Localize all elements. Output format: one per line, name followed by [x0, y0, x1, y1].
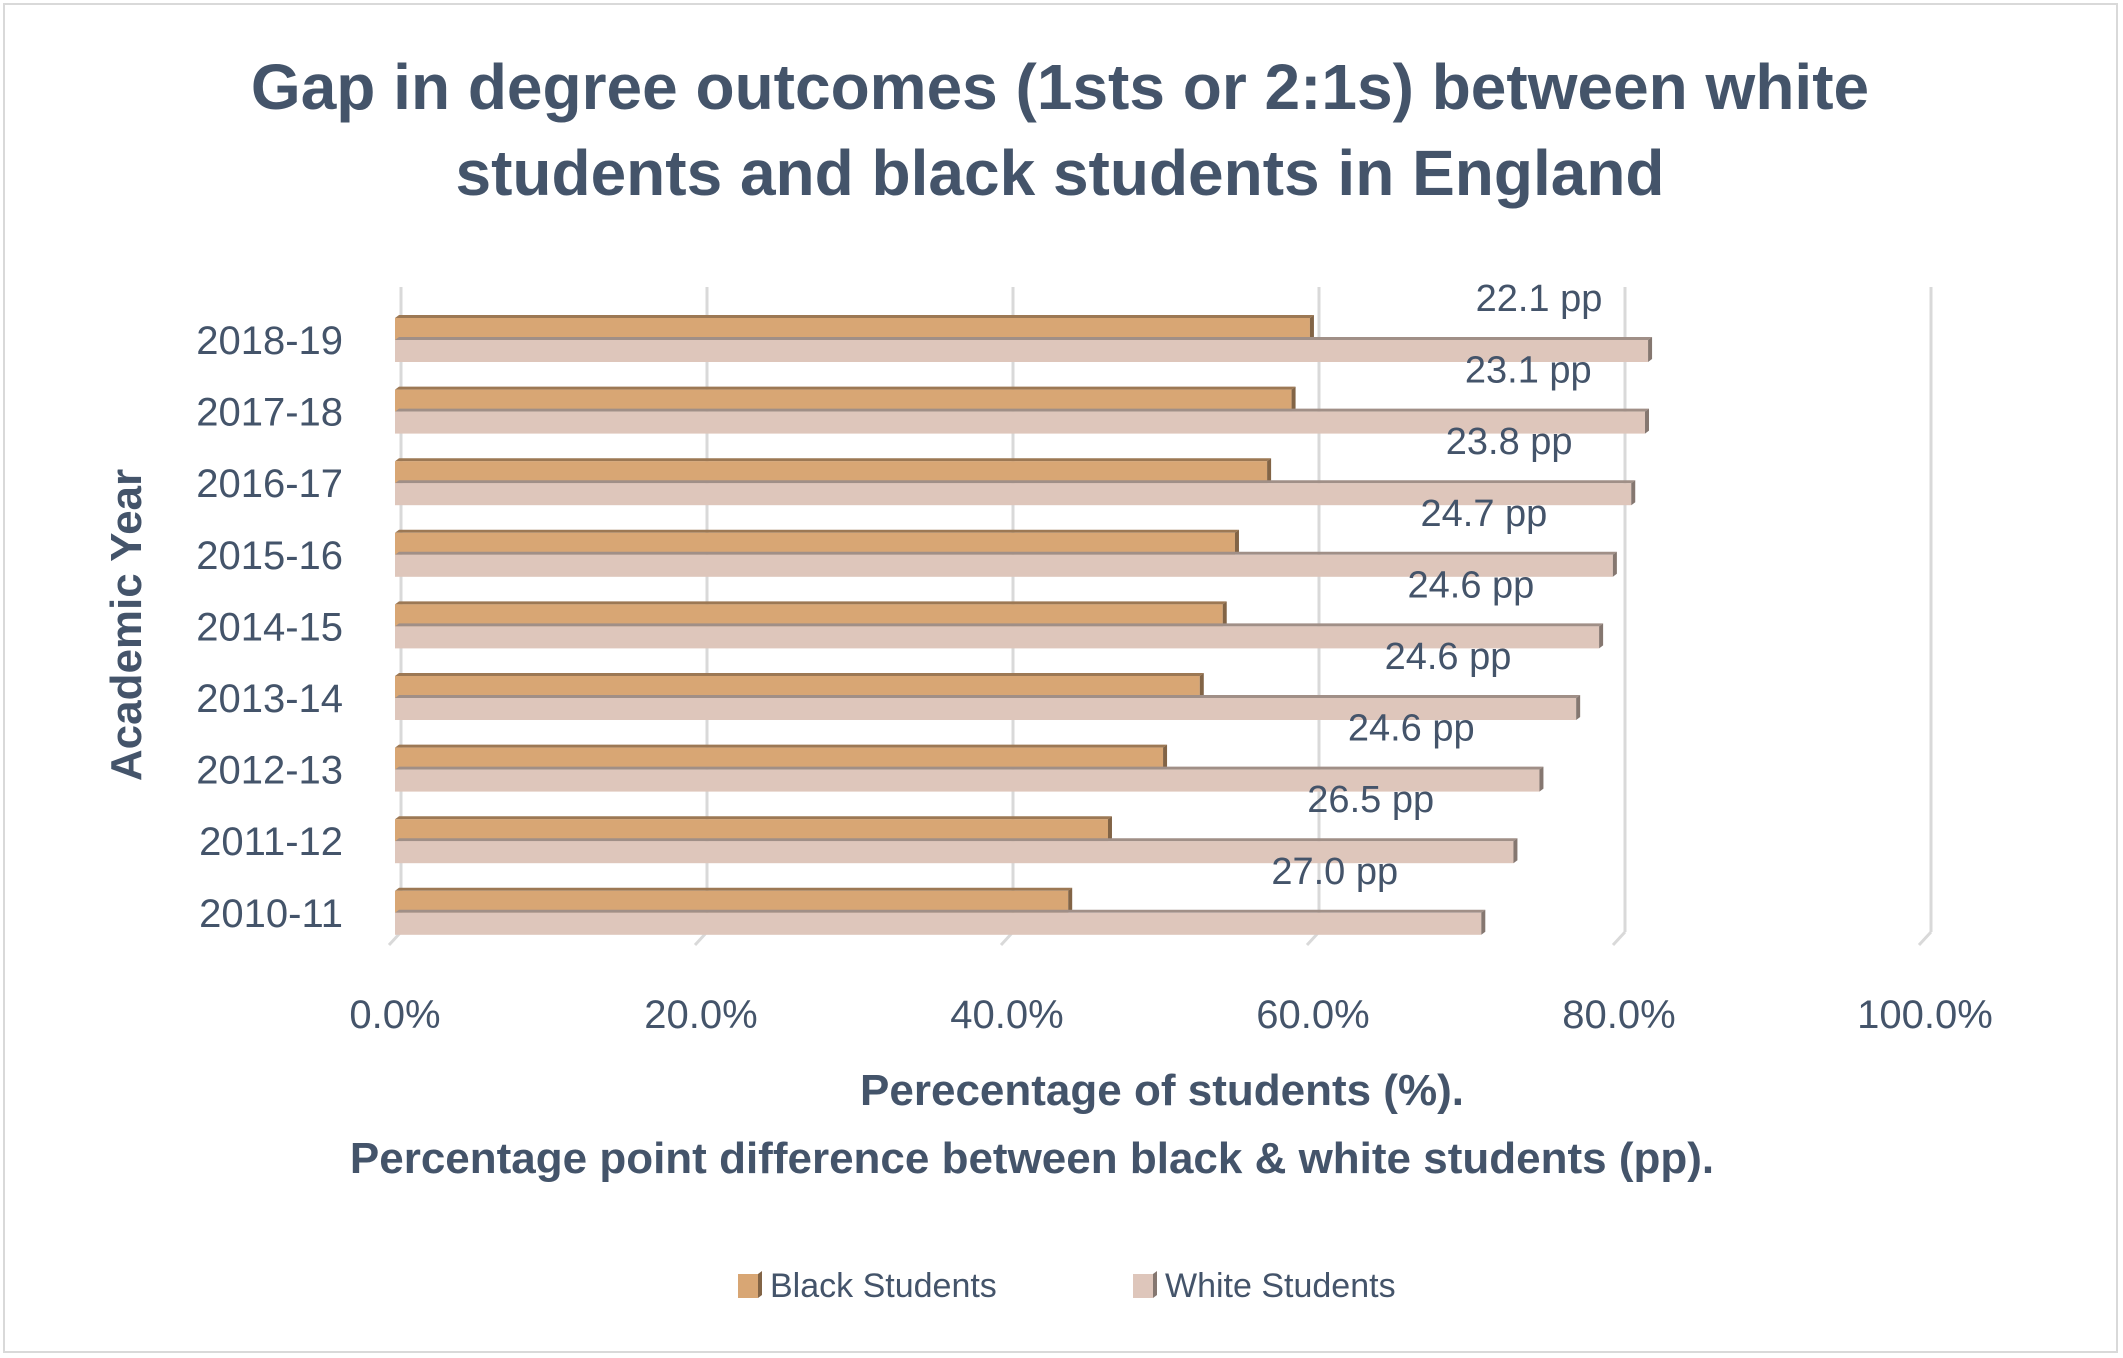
bar-series — [395, 315, 1653, 935]
bar-white-students — [395, 408, 1650, 434]
x-tick-label: 100.0% — [1857, 993, 1993, 1037]
gridline-foot — [1611, 930, 1627, 947]
y-tick-labels: 2018-19 2017-18 2016-17 2015-16 2014-15 2013-… — [196, 319, 343, 936]
y-tick-label: 2014-15 — [196, 605, 343, 649]
bar-white-students — [395, 551, 1617, 577]
bar-white-students — [395, 909, 1486, 935]
bar-white-students — [395, 838, 1518, 864]
gap-data-label: 24.7 pp — [1421, 493, 1548, 535]
legend-label: Black Students — [770, 1267, 997, 1305]
legend: Black Students White Students — [738, 1267, 1396, 1305]
bar-black-students — [395, 601, 1227, 627]
gap-data-label: 24.6 pp — [1348, 708, 1475, 750]
y-tick-label: 2015-16 — [196, 534, 343, 578]
y-axis-title: Academic Year — [102, 469, 151, 781]
gap-data-label: 26.5 pp — [1307, 779, 1434, 821]
x-tick-label: 20.0% — [644, 993, 757, 1037]
x-tick-label: 60.0% — [1256, 993, 1369, 1037]
chart-svg: Gap in degree outcomes (1sts or 2:1s) be… — [102, 51, 1993, 1305]
gap-data-label: 23.8 pp — [1446, 421, 1573, 463]
gap-data-label: 22.1 pp — [1476, 278, 1603, 320]
chart-title-line-1: Gap in degree outcomes (1sts or 2:1s) be… — [251, 51, 1869, 123]
bar-black-students — [395, 386, 1296, 412]
y-tick-label: 2013-14 — [196, 677, 343, 721]
gap-data-label: 23.1 pp — [1465, 350, 1592, 392]
bar-white-students — [395, 695, 1581, 720]
bar-white-students — [395, 337, 1653, 362]
y-tick-label: 2012-13 — [196, 749, 343, 793]
chart-title-line-2: students and black students in England — [455, 137, 1664, 209]
x-axis-title: Perecentage of students (%). — [860, 1066, 1464, 1115]
x-tick-label: 0.0% — [349, 993, 440, 1037]
chart-frame: Gap in degree outcomes (1sts or 2:1s) be… — [3, 3, 2118, 1353]
legend-swatch — [738, 1274, 758, 1298]
x-tick-labels: 0.0% 20.0% 40.0% 60.0% 80.0% 100.0% — [349, 993, 1992, 1037]
gap-data-label: 27.0 pp — [1271, 851, 1398, 893]
bar-white-students — [395, 766, 1544, 792]
chart-title: Gap in degree outcomes (1sts or 2:1s) be… — [251, 51, 1869, 209]
gap-data-label: 24.6 pp — [1385, 636, 1512, 678]
x-tick-label: 40.0% — [950, 993, 1063, 1037]
bar-white-students — [395, 623, 1604, 649]
gap-data-labels: 22.1 pp 23.1 pp 23.8 pp 24.7 pp 24.6 pp 24.6 … — [1271, 278, 1602, 893]
y-tick-label: 2018-19 — [196, 319, 343, 363]
bar-black-students — [395, 744, 1168, 770]
gridline-foot — [1917, 930, 1933, 947]
y-tick-label: 2017-18 — [196, 391, 343, 435]
x-tick-label: 80.0% — [1562, 993, 1675, 1037]
legend-swatch — [1133, 1274, 1153, 1298]
legend-label: White Students — [1165, 1267, 1396, 1305]
y-tick-label: 2011-12 — [199, 820, 343, 864]
bar-black-students — [395, 315, 1314, 340]
gap-data-label: 24.6 pp — [1408, 564, 1535, 606]
bar-white-students — [395, 480, 1636, 506]
bar-black-students — [395, 529, 1239, 555]
bar-black-students — [395, 816, 1112, 842]
y-tick-label: 2010-11 — [199, 892, 343, 936]
bar-black-students — [395, 887, 1073, 913]
bar-black-students — [395, 458, 1272, 484]
y-tick-label: 2016-17 — [196, 462, 343, 506]
x-axis-subtitle: Percentage point difference between blac… — [350, 1134, 1714, 1183]
bar-black-students — [395, 673, 1204, 698]
